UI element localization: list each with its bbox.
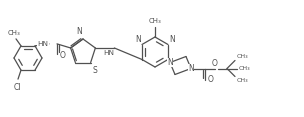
Text: S: S: [93, 66, 97, 75]
Text: HN: HN: [103, 50, 114, 56]
Text: CH₃: CH₃: [237, 77, 249, 82]
Text: CH₃: CH₃: [237, 55, 249, 60]
Text: N: N: [135, 35, 141, 44]
Text: O: O: [60, 51, 66, 60]
Text: N: N: [167, 58, 173, 67]
Text: N: N: [169, 35, 175, 44]
Text: CH₃: CH₃: [8, 30, 20, 36]
Text: O: O: [208, 75, 214, 84]
Text: N: N: [188, 64, 194, 73]
Text: CH₃: CH₃: [239, 66, 250, 71]
Text: HN: HN: [37, 41, 49, 47]
Text: O: O: [212, 58, 218, 68]
Text: Cl: Cl: [13, 83, 21, 92]
Text: N: N: [76, 27, 82, 36]
Text: CH₃: CH₃: [149, 18, 161, 24]
